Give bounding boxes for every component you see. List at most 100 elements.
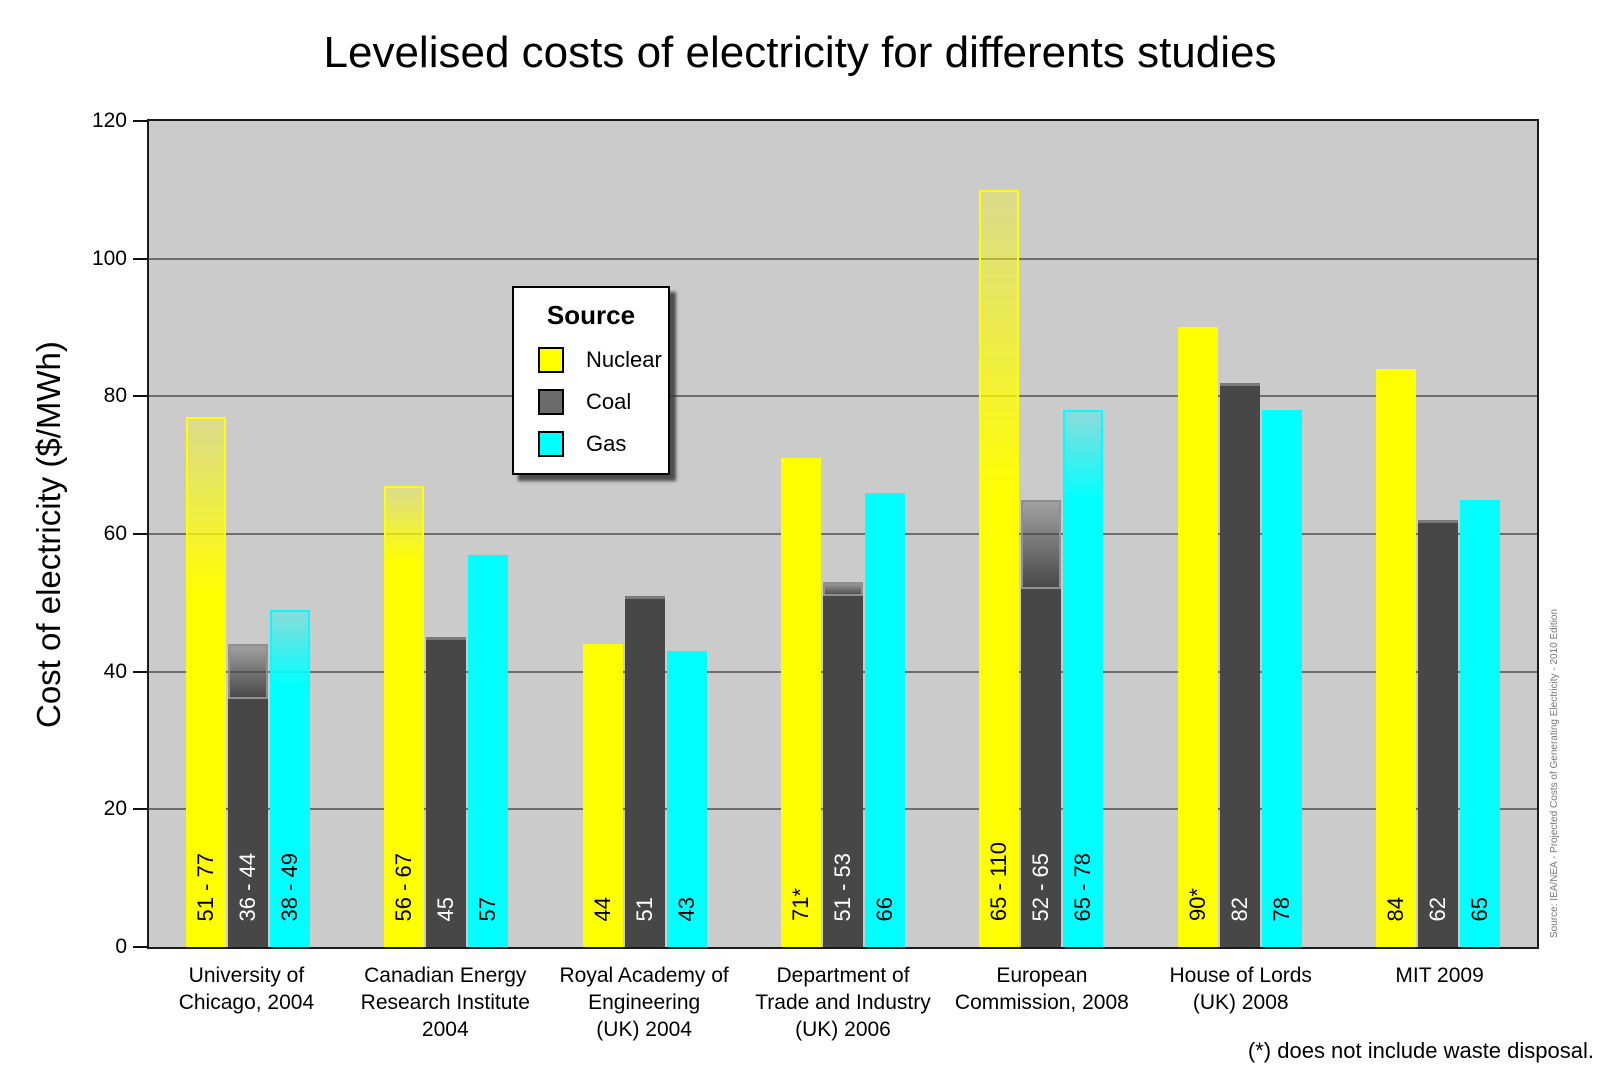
x-axis-label: MIT 2009 bbox=[1340, 962, 1539, 1043]
y-tick-label-80: 80 bbox=[103, 384, 127, 408]
bar-value-label: 51 - 77 bbox=[193, 852, 219, 922]
bar-value-label: 51 - 53 bbox=[829, 852, 855, 922]
bar-value-label: 62 bbox=[1424, 896, 1450, 921]
coal-bar: 45 bbox=[426, 637, 467, 947]
y-tick-label-0: 0 bbox=[115, 935, 127, 958]
coal-bar: 36 - 44 bbox=[228, 644, 269, 947]
y-tick-label-120: 120 bbox=[91, 109, 127, 132]
x-axis-label-line: Commission, 2008 bbox=[954, 991, 1129, 1014]
bar-groups: 51 - 77 36 - 44 38 - 49 56 - 67 45 57 44 51 43 71… bbox=[149, 121, 1537, 947]
x-axis-label-line: MIT 2009 bbox=[1395, 964, 1484, 987]
bar-value-label: 52 - 65 bbox=[1028, 852, 1054, 922]
x-axis-labels: University of Chicago, 2004 Canadian Energ… bbox=[147, 962, 1539, 1043]
x-axis-label-line: Royal Academy of bbox=[559, 964, 729, 987]
source-attribution: Source: IEA/NEA - Projected Costs of Gen… bbox=[1549, 608, 1560, 938]
x-axis-label: House of Lords (UK) 2008 bbox=[1141, 962, 1340, 1043]
bar-value-label: 65 bbox=[1466, 896, 1492, 921]
y-tick-mark-120 bbox=[133, 120, 147, 122]
bar-value-label: 36 - 44 bbox=[235, 852, 261, 922]
bar-value-label: 71* bbox=[787, 887, 813, 921]
bar-range-outline bbox=[979, 190, 1020, 500]
bar-value-label: 44 bbox=[589, 896, 615, 921]
x-axis-label-line: Canadian Energy bbox=[364, 964, 527, 987]
x-axis-label-line: Trade and Industry bbox=[755, 991, 931, 1014]
x-axis-label-line: Research Institute bbox=[360, 991, 530, 1014]
x-axis-label: Canadian Energy Research Institute 2004 bbox=[346, 962, 545, 1043]
legend: Source Nuclear Coal Gas bbox=[512, 286, 670, 475]
y-tick-label-40: 40 bbox=[103, 659, 127, 683]
bar-value-label: 56 - 67 bbox=[391, 852, 417, 922]
gas-bar: 65 - 78 bbox=[1063, 410, 1104, 947]
bar-value-label: 51 bbox=[631, 896, 657, 921]
y-tick-mark-100 bbox=[133, 257, 147, 260]
bar-group: 71* 51 - 53 66 bbox=[744, 121, 942, 947]
bar-value-label: 65 - 78 bbox=[1070, 852, 1096, 922]
bar-value-label: 65 - 110 bbox=[986, 841, 1012, 921]
nuclear-bar: 51 - 77 bbox=[186, 417, 227, 947]
bar-group: 44 51 43 bbox=[546, 121, 744, 947]
gas-bar: 65 bbox=[1459, 500, 1500, 947]
y-tick-mark-60 bbox=[133, 533, 147, 535]
bar-value-label: 90* bbox=[1184, 887, 1210, 921]
x-axis-label-line: Engineering bbox=[588, 991, 701, 1014]
nuclear-bar: 84 bbox=[1375, 369, 1416, 947]
nuclear-bar: 56 - 67 bbox=[384, 486, 425, 947]
gridline-60 bbox=[149, 533, 1537, 535]
y-tick-mark-80 bbox=[133, 395, 147, 398]
nuclear-bar: 44 bbox=[582, 644, 623, 947]
bar-value-label: 66 bbox=[871, 896, 897, 921]
bar-value-label: 57 bbox=[475, 896, 501, 921]
gas-bar: 57 bbox=[468, 555, 509, 947]
bar-value-label: 78 bbox=[1268, 896, 1294, 921]
nuclear-bar: 90* bbox=[1177, 327, 1218, 947]
gas-bar: 78 bbox=[1261, 410, 1302, 947]
x-axis-label-line: Department of bbox=[776, 964, 910, 987]
bar-range-outline bbox=[384, 486, 425, 562]
bar-group: 65 - 110 52 - 65 65 - 78 bbox=[942, 121, 1140, 947]
gas-swatch-icon bbox=[538, 431, 564, 457]
x-axis-label: Royal Academy of Engineering (UK) 2004 bbox=[545, 962, 744, 1043]
x-axis-label-line: 2004 bbox=[421, 1018, 469, 1041]
x-axis-label: University of Chicago, 2004 bbox=[147, 962, 346, 1043]
coal-bar: 52 - 65 bbox=[1021, 500, 1062, 947]
bar-range-outline bbox=[228, 644, 269, 699]
y-tick-mark-20 bbox=[133, 808, 147, 811]
bar-value-label: 84 bbox=[1382, 896, 1408, 921]
legend-item-label: Coal bbox=[586, 389, 632, 414]
legend-item-gas: Gas bbox=[514, 431, 668, 457]
bar-value-label: 43 bbox=[673, 896, 699, 921]
bar-value-label: 82 bbox=[1226, 896, 1252, 921]
x-axis-label-line: (UK) 2006 bbox=[795, 1018, 891, 1041]
bar-group: 56 - 67 45 57 bbox=[347, 121, 545, 947]
coal-bar: 51 - 53 bbox=[822, 582, 863, 947]
bar-range-outline bbox=[270, 610, 311, 686]
x-axis-label: European Commission, 2008 bbox=[942, 962, 1141, 1043]
x-axis-label: Department of Trade and Industry (UK) 2006 bbox=[744, 962, 943, 1043]
bar-value-label: 45 bbox=[433, 896, 459, 921]
x-axis-label-line: University of bbox=[188, 964, 305, 987]
y-tick-label-20: 20 bbox=[103, 797, 127, 821]
legend-item-coal: Coal bbox=[514, 389, 668, 415]
x-axis-label-line: House of Lords bbox=[1169, 964, 1312, 987]
gridline-100 bbox=[149, 257, 1537, 260]
y-tick-label-100: 100 bbox=[91, 246, 127, 270]
bar-group: 84 62 65 bbox=[1339, 121, 1537, 947]
x-axis-label-line: European bbox=[996, 964, 1088, 987]
bar-range-outline bbox=[186, 417, 227, 596]
y-tick-label-60: 60 bbox=[103, 522, 127, 545]
legend-items: Nuclear Coal Gas bbox=[514, 347, 668, 457]
nuclear-swatch-icon bbox=[538, 347, 564, 373]
x-axis-label-line: Chicago, 2004 bbox=[178, 991, 315, 1014]
gas-bar: 43 bbox=[666, 651, 707, 947]
x-axis-label-line: (UK) 2008 bbox=[1192, 991, 1289, 1014]
legend-item-label: Gas bbox=[586, 431, 627, 456]
x-axis-label-line: (UK) 2004 bbox=[596, 1018, 692, 1041]
coal-swatch-icon bbox=[538, 389, 564, 415]
footnote: (*) does not include waste disposal. bbox=[1247, 1038, 1594, 1063]
bar-group: 90* 82 78 bbox=[1140, 121, 1338, 947]
gas-bar: 38 - 49 bbox=[270, 610, 311, 947]
nuclear-bar: 71* bbox=[780, 458, 821, 947]
bar-group: 51 - 77 36 - 44 38 - 49 bbox=[149, 121, 347, 947]
coal-bar: 82 bbox=[1219, 383, 1260, 947]
